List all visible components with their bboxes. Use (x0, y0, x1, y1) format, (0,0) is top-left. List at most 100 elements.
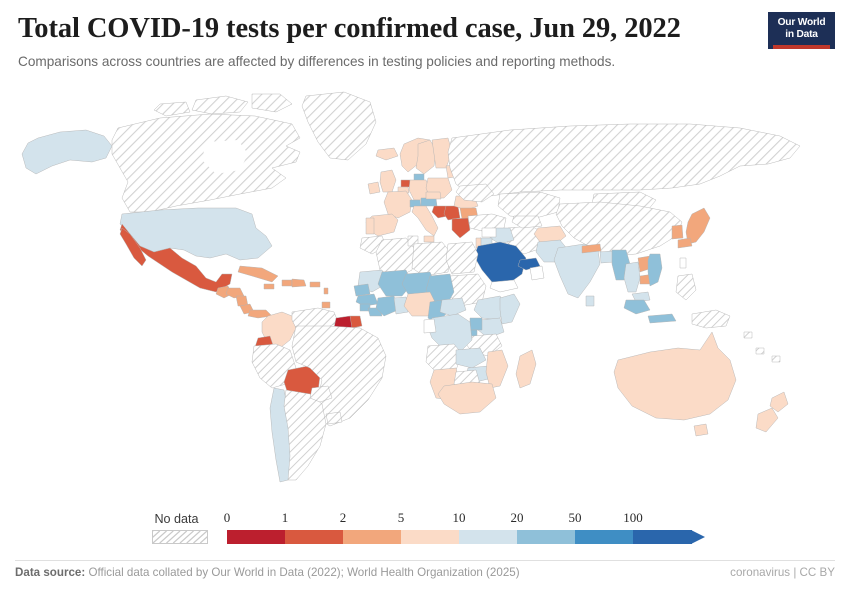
country-portugal[interactable] (366, 218, 374, 234)
country-finland[interactable] (432, 138, 452, 168)
page-title: Total COVID-19 tests per confirmed case,… (18, 13, 681, 44)
country-nepal[interactable] (582, 244, 601, 253)
country-gabon[interactable] (424, 319, 436, 333)
country-cuba[interactable] (238, 266, 278, 282)
legend-tick-1: 1 (281, 510, 289, 525)
legend-band-4[interactable] (459, 530, 518, 544)
country-mali[interactable] (378, 270, 412, 296)
country-taiwan[interactable] (680, 258, 686, 268)
country-panama[interactable] (248, 310, 272, 318)
country-new-zealand-south[interactable] (756, 408, 778, 432)
country-south-korea[interactable] (672, 225, 683, 239)
country-canada-arctic-1[interactable] (192, 96, 248, 114)
chart-header: Total COVID-19 tests per confirmed case,… (0, 0, 850, 71)
country-ireland[interactable] (368, 182, 380, 194)
countries-layer[interactable] (22, 92, 800, 482)
country-zambia[interactable] (456, 348, 486, 368)
legend-band-7[interactable] (633, 530, 692, 544)
country-serbia[interactable] (444, 206, 460, 220)
country-syria[interactable] (482, 228, 496, 237)
country-united-states-alaska[interactable] (22, 130, 112, 174)
country-south-africa[interactable] (438, 382, 496, 414)
country-sweden[interactable] (416, 140, 436, 174)
country-nigeria[interactable] (404, 292, 436, 316)
country-italy-sicily[interactable] (424, 236, 434, 242)
country-uruguay[interactable] (326, 412, 342, 424)
legend-band-3[interactable] (401, 530, 460, 544)
country-kazakhstan[interactable] (498, 192, 560, 218)
country-new-zealand-north[interactable] (770, 392, 788, 412)
country-puerto-rico[interactable] (310, 282, 320, 287)
country-pacific-islands-2[interactable] (756, 348, 764, 354)
country-mexico-baja[interactable] (120, 228, 146, 266)
country-cote-divoire[interactable] (376, 296, 398, 316)
country-egypt[interactable] (446, 242, 478, 274)
country-papua-new-guinea[interactable] (692, 310, 730, 328)
country-libya[interactable] (412, 242, 450, 276)
country-france[interactable] (384, 191, 412, 218)
world-map[interactable] (0, 88, 850, 498)
map-legend[interactable]: No data (0, 508, 850, 554)
country-greece[interactable] (452, 218, 470, 238)
country-united-states[interactable] (120, 208, 272, 260)
country-trinidad[interactable] (322, 302, 330, 308)
country-china[interactable] (556, 202, 682, 256)
country-vietnam[interactable] (648, 254, 662, 286)
country-pacific-islands-1[interactable] (744, 332, 752, 338)
country-somalia[interactable] (500, 294, 520, 324)
country-czechia[interactable] (426, 192, 441, 199)
legend-band-6[interactable] (575, 530, 634, 544)
owid-logo-line2: in Data (785, 29, 818, 41)
country-australia[interactable] (614, 332, 736, 420)
license-link[interactable]: coronavirus | CC BY (730, 566, 835, 579)
country-pacific-islands-3[interactable] (772, 356, 780, 362)
country-thailand[interactable] (624, 262, 640, 292)
country-iceland[interactable] (376, 148, 398, 160)
legend-bands[interactable] (227, 530, 705, 544)
country-lesser-antilles[interactable] (324, 288, 328, 294)
country-indonesia-java[interactable] (648, 314, 676, 323)
country-japan[interactable] (686, 208, 710, 244)
country-paraguay[interactable] (310, 386, 332, 402)
country-mozambique[interactable] (486, 350, 508, 388)
data-source-text: Official data collated by Our World in D… (85, 566, 520, 579)
country-argentina[interactable] (284, 390, 326, 480)
country-russia[interactable] (448, 124, 800, 196)
legend-band-5[interactable] (517, 530, 576, 544)
world-map-svg[interactable] (0, 88, 850, 498)
owid-logo[interactable]: Our World in Data (768, 12, 835, 49)
country-guinea[interactable] (356, 294, 378, 306)
country-canada-arctic-2[interactable] (252, 94, 292, 112)
country-india[interactable] (554, 244, 600, 298)
country-nicaragua[interactable] (236, 296, 248, 306)
country-oman[interactable] (530, 266, 544, 280)
country-dominican-republic[interactable] (292, 279, 306, 287)
country-madagascar[interactable] (516, 350, 536, 388)
country-ghana[interactable] (394, 297, 408, 314)
country-malaysia[interactable] (632, 292, 650, 302)
country-philippines[interactable] (676, 274, 696, 300)
legend-band-1[interactable] (285, 530, 344, 544)
legend-no-data-swatch[interactable] (152, 530, 208, 544)
country-uganda[interactable] (470, 318, 482, 330)
country-canada-arctic-3[interactable] (154, 102, 190, 116)
country-central-african-republic[interactable] (440, 298, 466, 316)
country-haiti[interactable] (282, 280, 292, 286)
country-croatia[interactable] (432, 206, 448, 218)
country-greenland[interactable] (302, 92, 376, 160)
country-yemen[interactable] (490, 280, 518, 292)
country-saudi-arabia[interactable] (474, 242, 526, 284)
country-uzbekistan[interactable] (512, 216, 542, 228)
legend-color-scale[interactable]: 0 1 2 5 10 20 50 100 (224, 508, 705, 554)
legend-band-2[interactable] (343, 530, 402, 544)
country-senegal[interactable] (354, 284, 370, 296)
legend-band-0[interactable] (227, 530, 286, 544)
country-indonesia-sumatra[interactable] (624, 300, 650, 314)
country-tasmania[interactable] (694, 424, 708, 436)
country-jamaica[interactable] (264, 284, 274, 289)
country-suriname[interactable] (350, 316, 362, 328)
country-united-kingdom[interactable] (380, 170, 396, 192)
country-ukraine[interactable] (456, 184, 494, 202)
country-japan-south[interactable] (678, 238, 692, 248)
country-sri-lanka[interactable] (586, 296, 594, 306)
